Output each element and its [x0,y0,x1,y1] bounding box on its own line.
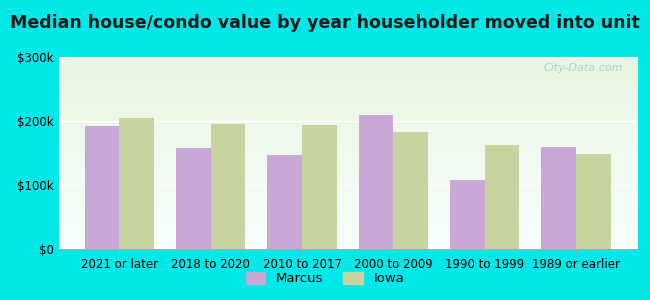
Text: Median house/condo value by year householder moved into unit: Median house/condo value by year househo… [10,14,640,32]
Bar [84,126,120,249]
Bar [576,154,611,249]
Bar [485,145,519,249]
Bar [267,155,302,249]
Bar [359,115,393,249]
Text: City-Data.com: City-Data.com [543,63,623,73]
Bar [450,180,485,249]
Bar [120,118,154,249]
Bar [541,147,576,249]
Bar [211,124,246,249]
Bar [176,148,211,249]
Legend: Marcus, Iowa: Marcus, Iowa [240,266,410,290]
Bar [302,125,337,249]
Bar [393,132,428,249]
